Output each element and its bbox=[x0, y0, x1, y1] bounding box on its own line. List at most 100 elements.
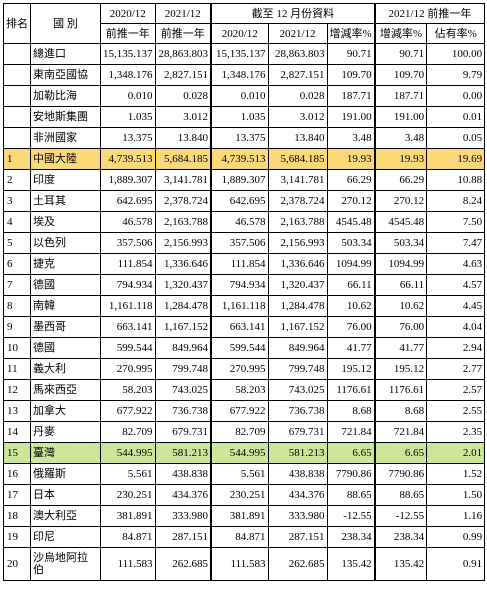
rank-cell: 8 bbox=[3, 295, 31, 317]
value-2021-cell: 743.025 bbox=[154, 379, 212, 401]
share-growth-cell: 3.48 bbox=[374, 127, 428, 149]
country-cell: 東南亞國協 bbox=[30, 64, 101, 86]
table-row: 總進口 15,135.137 28,863.803 15,135.137 28,863.… bbox=[3, 43, 486, 65]
cum-growth-cell: 41.77 bbox=[326, 337, 376, 359]
table-row: 3 土耳其 642.695 2,378.724 642.695 2,378.724 270.… bbox=[3, 190, 486, 212]
table-row: 16 俄羅斯 5.561 438.838 5.561 438.838 7790.86 7790… bbox=[3, 463, 486, 485]
share-growth-cell: 721.84 bbox=[374, 421, 428, 443]
share-growth-cell: 4545.48 bbox=[374, 211, 428, 233]
header-cumulative: 截至 12 月份資料 bbox=[210, 3, 376, 24]
value-2021-cell: 438.838 bbox=[154, 463, 212, 485]
rank-cell: 4 bbox=[3, 211, 31, 233]
value-2021-cell: 434.376 bbox=[154, 484, 212, 506]
value-2021-cell: 0.028 bbox=[154, 85, 212, 107]
share-cell: 4.57 bbox=[426, 274, 486, 296]
country-cell: 俄羅斯 bbox=[30, 463, 101, 485]
share-growth-cell: 270.12 bbox=[374, 190, 428, 212]
country-cell: 以色列 bbox=[30, 232, 101, 254]
value-2020-cell: 794.934 bbox=[100, 274, 156, 296]
cum-2021-cell: 3,141.781 bbox=[267, 169, 328, 191]
cum-2021-cell: 5,684.185 bbox=[267, 148, 328, 170]
cum-2021-cell: 849.964 bbox=[267, 337, 328, 359]
rank-cell: 20 bbox=[3, 547, 31, 581]
cum-2020-cell: 58.203 bbox=[210, 379, 269, 401]
cum-2020-cell: 13.375 bbox=[210, 127, 269, 149]
cum-growth-cell: 109.70 bbox=[326, 64, 376, 86]
cum-2021-cell: 438.838 bbox=[267, 463, 328, 485]
value-2020-cell: 642.695 bbox=[100, 190, 156, 212]
table-row: 15 臺灣 544.995 581.213 544.995 581.213 6.65 6.65… bbox=[3, 442, 486, 464]
cum-2020-cell: 82.709 bbox=[210, 421, 269, 443]
share-growth-cell: 1094.99 bbox=[374, 253, 428, 275]
share-growth-cell: -12.55 bbox=[374, 505, 428, 527]
cum-2020-cell: 0.010 bbox=[210, 85, 269, 107]
table-row: 7 德國 794.934 1,320.437 794.934 1,320.437 66.11… bbox=[3, 274, 486, 296]
value-2021-cell: 679.731 bbox=[154, 421, 212, 443]
cum-2021-cell: 28,863.803 bbox=[267, 43, 328, 65]
cum-2021-cell: 2,378.724 bbox=[267, 190, 328, 212]
cum-2021-cell: 3.012 bbox=[267, 106, 328, 128]
country-cell: 安地斯集團 bbox=[30, 106, 101, 128]
cum-2020-cell: 111.583 bbox=[210, 547, 269, 581]
value-2021-cell: 799.748 bbox=[154, 358, 212, 380]
share-cell: 8.24 bbox=[426, 190, 486, 212]
cum-2020-cell: 111.854 bbox=[210, 253, 269, 275]
value-2021-cell: 262.685 bbox=[154, 547, 212, 581]
country-cell: 丹麥 bbox=[30, 421, 101, 443]
table-row: 8 南韓 1,161.118 1,284.478 1,161.118 1,284.478 1… bbox=[3, 295, 486, 317]
share-growth-cell: 88.65 bbox=[374, 484, 428, 506]
header-share: 佔有率% bbox=[426, 23, 486, 44]
value-2020-cell: 15,135.137 bbox=[100, 43, 156, 65]
share-growth-cell: 195.12 bbox=[374, 358, 428, 380]
cum-growth-cell: 66.29 bbox=[326, 169, 376, 191]
header-prev-year-2021: 前推一年 bbox=[154, 23, 212, 44]
share-growth-cell: 6.65 bbox=[374, 442, 428, 464]
rank-cell: 11 bbox=[3, 358, 31, 380]
cum-2021-cell: 1,336.646 bbox=[267, 253, 328, 275]
cum-growth-cell: 135.42 bbox=[326, 547, 376, 581]
value-2021-cell: 3,141.781 bbox=[154, 169, 212, 191]
table-row: 加勒比海 0.010 0.028 0.010 0.028 187.71 187.71 0.00 bbox=[3, 85, 486, 107]
value-2020-cell: 599.544 bbox=[100, 337, 156, 359]
value-2021-cell: 5,684.185 bbox=[154, 148, 212, 170]
table-row: 20 沙烏地阿拉伯 111.583 262.685 111.583 262.685 135.… bbox=[3, 547, 486, 581]
value-2020-cell: 544.995 bbox=[100, 442, 156, 464]
value-2020-cell: 84.871 bbox=[100, 526, 156, 548]
share-growth-cell: 90.71 bbox=[374, 43, 428, 65]
rank-cell: 7 bbox=[3, 274, 31, 296]
rank-cell: 18 bbox=[3, 505, 31, 527]
cum-2021-cell: 581.213 bbox=[267, 442, 328, 464]
table-row: 非洲國家 13.375 13.840 13.375 13.840 3.48 3.48 0.05 bbox=[3, 127, 486, 149]
share-cell: 10.88 bbox=[426, 169, 486, 191]
cum-2020-cell: 663.141 bbox=[210, 316, 269, 338]
country-cell: 埃及 bbox=[30, 211, 101, 233]
share-growth-cell: 503.34 bbox=[374, 232, 428, 254]
value-2020-cell: 357.506 bbox=[100, 232, 156, 254]
cum-2020-cell: 677.922 bbox=[210, 400, 269, 422]
import-table: 排名 國 別 2020/12 2021/12 截至 12 月份資料 2021/1… bbox=[3, 3, 486, 581]
rank-cell: 5 bbox=[3, 232, 31, 254]
cum-2021-cell: 262.685 bbox=[267, 547, 328, 581]
share-growth-cell: 135.42 bbox=[374, 547, 428, 581]
country-cell: 澳大利亞 bbox=[30, 505, 101, 527]
cum-2021-cell: 743.025 bbox=[267, 379, 328, 401]
share-cell: 4.45 bbox=[426, 295, 486, 317]
rank-cell bbox=[3, 64, 31, 86]
value-2021-cell: 2,827.151 bbox=[154, 64, 212, 86]
table-row: 1 中國大陸 4,739.513 5,684.185 4,739.513 5,684.18… bbox=[3, 148, 486, 170]
cum-2021-cell: 0.028 bbox=[267, 85, 328, 107]
share-cell: 1.50 bbox=[426, 484, 486, 506]
value-2020-cell: 58.203 bbox=[100, 379, 156, 401]
rank-cell: 12 bbox=[3, 379, 31, 401]
country-cell: 印度 bbox=[30, 169, 101, 191]
cum-2021-cell: 333.980 bbox=[267, 505, 328, 527]
cum-2021-cell: 799.748 bbox=[267, 358, 328, 380]
import-table-container: 排名 國 別 2020/12 2021/12 截至 12 月份資料 2021/1… bbox=[3, 3, 486, 581]
cum-growth-cell: 19.93 bbox=[326, 148, 376, 170]
share-growth-cell: 7790.86 bbox=[374, 463, 428, 485]
cum-2020-cell: 642.695 bbox=[210, 190, 269, 212]
share-cell: 0.01 bbox=[426, 106, 486, 128]
country-cell: 德國 bbox=[30, 337, 101, 359]
value-2021-cell: 1,336.646 bbox=[154, 253, 212, 275]
share-growth-cell: 238.34 bbox=[374, 526, 428, 548]
